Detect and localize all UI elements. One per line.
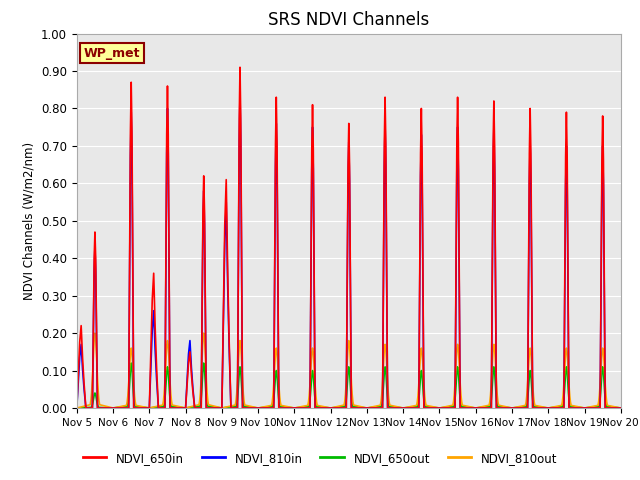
Y-axis label: NDVI Channels (W/m2/nm): NDVI Channels (W/m2/nm): [22, 142, 36, 300]
NDVI_650out: [617, 405, 625, 411]
NDVI_810in: [73, 405, 81, 411]
NDVI_810in: [236, 91, 244, 96]
NDVI_650out: [419, 384, 427, 390]
NDVI_650in: [185, 360, 193, 366]
NDVI_650out: [523, 404, 531, 409]
NDVI_650out: [127, 360, 135, 366]
NDVI_810out: [617, 405, 625, 411]
NDVI_810in: [617, 405, 625, 411]
NDVI_650out: [420, 392, 428, 397]
NDVI_650out: [254, 405, 262, 411]
NDVI_650in: [527, 151, 535, 156]
NDVI_650out: [385, 403, 392, 409]
NDVI_810out: [91, 330, 99, 336]
NDVI_810out: [522, 403, 529, 408]
NDVI_810out: [73, 405, 81, 411]
NDVI_650in: [524, 405, 531, 411]
NDVI_650in: [380, 141, 388, 147]
NDVI_810in: [380, 163, 388, 169]
NDVI_810out: [419, 372, 427, 377]
NDVI_810in: [185, 351, 193, 357]
NDVI_650out: [73, 405, 81, 411]
NDVI_810in: [166, 405, 174, 411]
NDVI_650in: [73, 405, 81, 411]
NDVI_810in: [527, 179, 535, 185]
Text: WP_met: WP_met: [84, 47, 140, 60]
NDVI_650in: [617, 405, 625, 411]
NDVI_810out: [254, 405, 262, 411]
Legend: NDVI_650in, NDVI_810in, NDVI_650out, NDVI_810out: NDVI_650in, NDVI_810in, NDVI_650out, NDV…: [78, 447, 562, 469]
Line: NDVI_650in: NDVI_650in: [77, 67, 621, 408]
NDVI_650in: [166, 405, 174, 411]
Title: SRS NDVI Channels: SRS NDVI Channels: [268, 11, 429, 29]
Line: NDVI_810out: NDVI_810out: [77, 333, 621, 408]
Line: NDVI_650out: NDVI_650out: [77, 363, 621, 408]
Line: NDVI_810in: NDVI_810in: [77, 94, 621, 408]
NDVI_810in: [580, 405, 588, 411]
NDVI_650out: [95, 405, 102, 410]
NDVI_650in: [236, 64, 244, 70]
NDVI_810out: [109, 405, 117, 411]
NDVI_810out: [420, 384, 428, 389]
NDVI_810in: [524, 405, 531, 411]
NDVI_810out: [386, 402, 394, 408]
NDVI_650in: [580, 405, 588, 411]
